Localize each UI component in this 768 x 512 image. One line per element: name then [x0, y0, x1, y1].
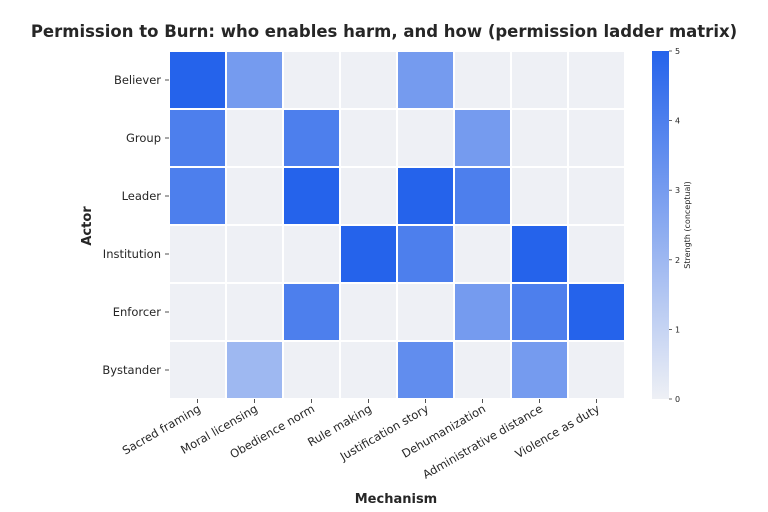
- y-tick-label: Leader: [122, 189, 162, 203]
- y-tick-label: Group: [126, 131, 161, 145]
- heatmap-cell-believer-moral-licensing: [225, 50, 284, 110]
- heatmap-cell-enforcer-dehumanization: [453, 282, 512, 342]
- heatmap-cell-bystander-sacred-framing: [168, 340, 227, 400]
- heatmap-cell-bystander-rule-making: [339, 340, 398, 400]
- colorbar-label: Strength (conceptual): [683, 181, 692, 268]
- heatmap-cell-group-obedience-norm: [282, 108, 341, 168]
- heatmap-cell-leader-dehumanization: [453, 166, 512, 226]
- heatmap-cell-leader-rule-making: [339, 166, 398, 226]
- colorbar-tick-label: 2: [675, 256, 680, 265]
- heatmap-cell-group-administrative-distance: [510, 108, 569, 168]
- heatmap-cell-bystander-violence-as-duty: [567, 340, 626, 400]
- heatmap-cell-enforcer-obedience-norm: [282, 282, 341, 342]
- heatmap-cell-enforcer-rule-making: [339, 282, 398, 342]
- heatmap-cell-group-sacred-framing: [168, 108, 227, 168]
- heatmap-cell-enforcer-violence-as-duty: [567, 282, 626, 342]
- heatmap-cell-believer-dehumanization: [453, 50, 512, 110]
- heatmap-cell-group-rule-making: [339, 108, 398, 168]
- heatmap-cell-leader-obedience-norm: [282, 166, 341, 226]
- y-tick-label: Believer: [114, 73, 161, 87]
- colorbar-tick-label: 3: [675, 186, 680, 195]
- heatmap-cell-believer-violence-as-duty: [567, 50, 626, 110]
- heatmap-cell-leader-sacred-framing: [168, 166, 227, 226]
- colorbar-tick-label: 5: [675, 47, 680, 56]
- colorbar: 0 1 2 3 4 5: [652, 47, 680, 404]
- heatmap-cell-institution-administrative-distance: [510, 224, 569, 284]
- heatmap-cell-group-moral-licensing: [225, 108, 284, 168]
- heatmap-cell-enforcer-justification-story: [396, 282, 455, 342]
- heatmap-cell-leader-administrative-distance: [510, 166, 569, 226]
- heatmap-cell-enforcer-moral-licensing: [225, 282, 284, 342]
- heatmap-cell-enforcer-sacred-framing: [168, 282, 227, 342]
- heatmap-cell-believer-justification-story: [396, 50, 455, 110]
- y-tick-label: Enforcer: [113, 305, 162, 319]
- heatmap-cell-institution-rule-making: [339, 224, 398, 284]
- heatmap-cell-bystander-dehumanization: [453, 340, 512, 400]
- heatmap-cell-enforcer-administrative-distance: [510, 282, 569, 342]
- y-axis-ticks: Believer Group Leader Institution Enforcer By…: [102, 73, 169, 377]
- colorbar-tick-label: 1: [675, 325, 680, 334]
- heatmap-cell-bystander-justification-story: [396, 340, 455, 400]
- heatmap-cell-bystander-obedience-norm: [282, 340, 341, 400]
- y-tick-label: Bystander: [102, 363, 161, 377]
- heatmap-cell-believer-sacred-framing: [168, 50, 227, 110]
- heatmap-cell-group-dehumanization: [453, 108, 512, 168]
- heatmap-cells: [168, 50, 626, 400]
- heatmap-cell-group-justification-story: [396, 108, 455, 168]
- heatmap-cell-bystander-administrative-distance: [510, 340, 569, 400]
- chart-title: Permission to Burn: who enables harm, an…: [31, 22, 737, 41]
- heatmap-cell-leader-violence-as-duty: [567, 166, 626, 226]
- heatmap-cell-leader-justification-story: [396, 166, 455, 226]
- heatmap-cell-believer-administrative-distance: [510, 50, 569, 110]
- colorbar-tick-label: 0: [675, 395, 680, 404]
- heatmap-cell-believer-obedience-norm: [282, 50, 341, 110]
- colorbar-gradient: [652, 51, 669, 399]
- y-axis-label: Actor: [80, 206, 95, 246]
- colorbar-tick-label: 4: [675, 117, 680, 126]
- heatmap-cell-institution-moral-licensing: [225, 224, 284, 284]
- heatmap-cell-believer-rule-making: [339, 50, 398, 110]
- y-tick-label: Institution: [103, 247, 161, 261]
- heatmap-cell-institution-sacred-framing: [168, 224, 227, 284]
- heatmap-cell-institution-obedience-norm: [282, 224, 341, 284]
- heatmap-cell-group-violence-as-duty: [567, 108, 626, 168]
- heatmap-cell-institution-violence-as-duty: [567, 224, 626, 284]
- x-axis-label: Mechanism: [355, 492, 437, 507]
- heatmap-cell-leader-moral-licensing: [225, 166, 284, 226]
- heatmap-cell-institution-dehumanization: [453, 224, 512, 284]
- heatmap-cell-institution-justification-story: [396, 224, 455, 284]
- heatmap-cell-bystander-moral-licensing: [225, 340, 284, 400]
